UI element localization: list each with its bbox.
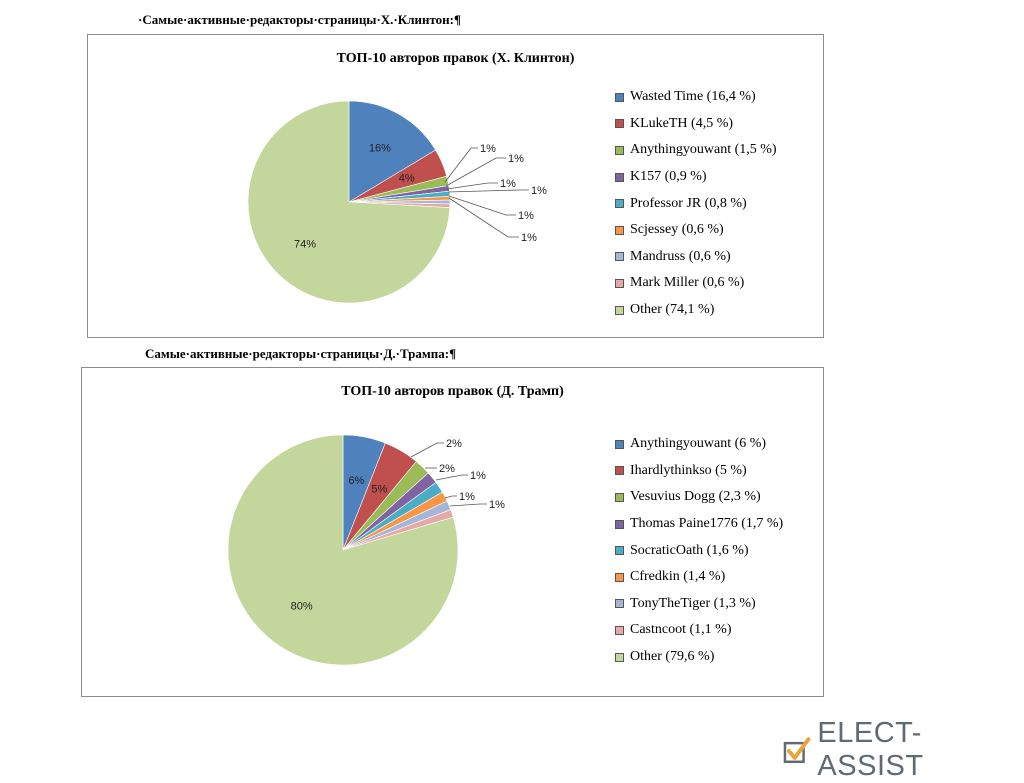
- legend-item: Thomas Paine1776 (1,7 %): [615, 511, 783, 538]
- legend-swatch: [615, 546, 624, 556]
- legend-swatch: [615, 305, 624, 315]
- pie-chart: 6% 5% 2% 2% 1% 1% 1% 80%: [227, 434, 505, 666]
- leader-line: [435, 474, 468, 481]
- legend-label: Professor JR (0,8 %): [630, 195, 747, 211]
- data-label: 80%: [291, 600, 313, 612]
- legend-label: K157 (0,9 %): [630, 169, 707, 185]
- data-label: 1%: [500, 178, 516, 190]
- legend-swatch: [615, 572, 624, 582]
- data-label: 2%: [439, 463, 455, 475]
- legend-item: Other (79,6 %): [615, 644, 783, 671]
- legend-item: Other (74,1 %): [615, 297, 777, 324]
- leader-line: [448, 195, 516, 216]
- legend-swatch: [615, 119, 624, 129]
- legend-label: Anythingyouwant (1,5 %): [630, 142, 777, 158]
- legend-swatch: [615, 439, 624, 449]
- pie-slice: [247, 100, 451, 304]
- logo-text: ELECT-ASSIST: [817, 717, 924, 782]
- legend-swatch: [615, 145, 624, 155]
- data-label: 16%: [369, 143, 391, 155]
- pie-slice: [348, 100, 437, 203]
- data-label: 2%: [446, 438, 462, 450]
- legend-item: Anythingyouwant (1,5 %): [615, 137, 777, 164]
- pie-slice: [227, 434, 459, 666]
- leader-line: [446, 182, 498, 190]
- legend-item: Anythingyouwant (6 %): [615, 431, 783, 458]
- data-label: 6%: [348, 475, 364, 487]
- legend-swatch: [615, 652, 624, 662]
- leader-line: [445, 157, 506, 187]
- heading-trump: Самые·активные·редакторы·страницы·Д.·Тра…: [145, 346, 457, 361]
- data-label: 1%: [480, 143, 496, 155]
- legend-label: Vesuvius Dogg (2,3 %): [630, 489, 761, 505]
- leader-line: [449, 503, 487, 507]
- legend-item: Vesuvius Dogg (2,3 %): [615, 484, 783, 511]
- data-label: 1%: [531, 185, 547, 197]
- legend-swatch: [615, 492, 624, 502]
- elect-assist-logo: ELECT-ASSIST: [782, 717, 1024, 783]
- data-label: 1%: [489, 499, 505, 511]
- heading-clinton: ·Самые·активные·редакторы·страницы·Х.·Кл…: [138, 12, 462, 27]
- legend-swatch: [615, 92, 624, 102]
- legend-label: Mandruss (0,6 %): [630, 248, 731, 264]
- leader-line: [444, 147, 478, 183]
- legend-swatch: [615, 199, 624, 209]
- chart-title: ТОП-10 авторов правок (Х. Клинтон): [336, 51, 575, 66]
- legend-swatch: [615, 466, 624, 476]
- leader-line: [447, 189, 529, 193]
- data-label: 1%: [518, 210, 534, 222]
- legend-swatch: [615, 225, 624, 235]
- data-label: 1%: [470, 470, 486, 482]
- legend-label: SocraticOath (1,6 %): [630, 542, 749, 558]
- legend-item: SocraticOath (1,6 %): [615, 537, 783, 564]
- legend-label: Castncoot (1,1 %): [630, 622, 732, 638]
- data-label: 1%: [508, 153, 524, 165]
- chart-legend: Anythingyouwant (6 %) Ihardlythinkso (5 %…: [615, 431, 783, 670]
- legend-label: Thomas Paine1776 (1,7 %): [630, 516, 784, 532]
- legend-label: Cfredkin (1,4 %): [630, 569, 726, 585]
- legend-item: Castncoot (1,1 %): [615, 617, 783, 644]
- legend-swatch: [615, 172, 624, 182]
- chart-clinton: ТОП-10 авторов правок (Х. Клинтон) 16% 4%…: [87, 34, 824, 338]
- legend-item: Mark Miller (0,6 %): [615, 270, 777, 297]
- leader-line: [410, 442, 444, 458]
- legend-swatch: [615, 278, 624, 288]
- legend-label: Other (74,1 %): [630, 302, 715, 318]
- legend-label: Wasted Time (16,4 %): [630, 89, 756, 105]
- legend-swatch: [615, 519, 624, 529]
- legend-item: Ihardlythinkso (5 %): [615, 458, 783, 485]
- legend-item: Mandruss (0,6 %): [615, 244, 777, 271]
- legend-label: KLukeTH (4,5 %): [630, 115, 734, 131]
- checkmark-logo-icon: [783, 737, 811, 763]
- legend-item: Professor JR (0,8 %): [615, 190, 777, 217]
- legend-item: Scjessey (0,6 %): [615, 217, 777, 244]
- legend-label: TonyTheTiger (1,3 %): [630, 595, 756, 611]
- chart-trump: ТОП-10 авторов правок (Д. Трамп) 6% 5% 2% 2…: [81, 367, 824, 697]
- legend-swatch: [615, 599, 624, 609]
- legend-item: TonyTheTiger (1,3 %): [615, 591, 783, 618]
- legend-label: Anythingyouwant (6 %): [630, 436, 767, 452]
- pie-chart: 16% 4% 1% 1% 1% 1% 1% 1% 74%: [247, 100, 547, 304]
- leader-line: [448, 197, 519, 238]
- legend-label: Ihardlythinkso (5 %): [630, 462, 747, 478]
- data-label: 1%: [521, 232, 537, 244]
- legend-item: K157 (0,9 %): [615, 164, 777, 191]
- data-label: 1%: [459, 491, 475, 503]
- legend-label: Mark Miller (0,6 %): [630, 275, 745, 291]
- data-label: 5%: [371, 484, 387, 496]
- chart-legend: Wasted Time (16,4 %) KLukeTH (4,5 %) Anyth…: [615, 84, 777, 323]
- legend-label: Other (79,6 %): [630, 649, 715, 665]
- data-label: 4%: [399, 173, 415, 185]
- chart-title: ТОП-10 авторов правок (Д. Трамп): [341, 384, 564, 399]
- legend-swatch: [615, 625, 624, 635]
- legend-swatch: [615, 252, 624, 262]
- legend-item: KLukeTH (4,5 %): [615, 111, 777, 138]
- legend-label: Scjessey (0,6 %): [630, 222, 724, 238]
- data-label: 74%: [294, 239, 316, 251]
- leader-line: [444, 495, 457, 499]
- legend-item: Cfredkin (1,4 %): [615, 564, 783, 591]
- legend-item: Wasted Time (16,4 %): [615, 84, 777, 111]
